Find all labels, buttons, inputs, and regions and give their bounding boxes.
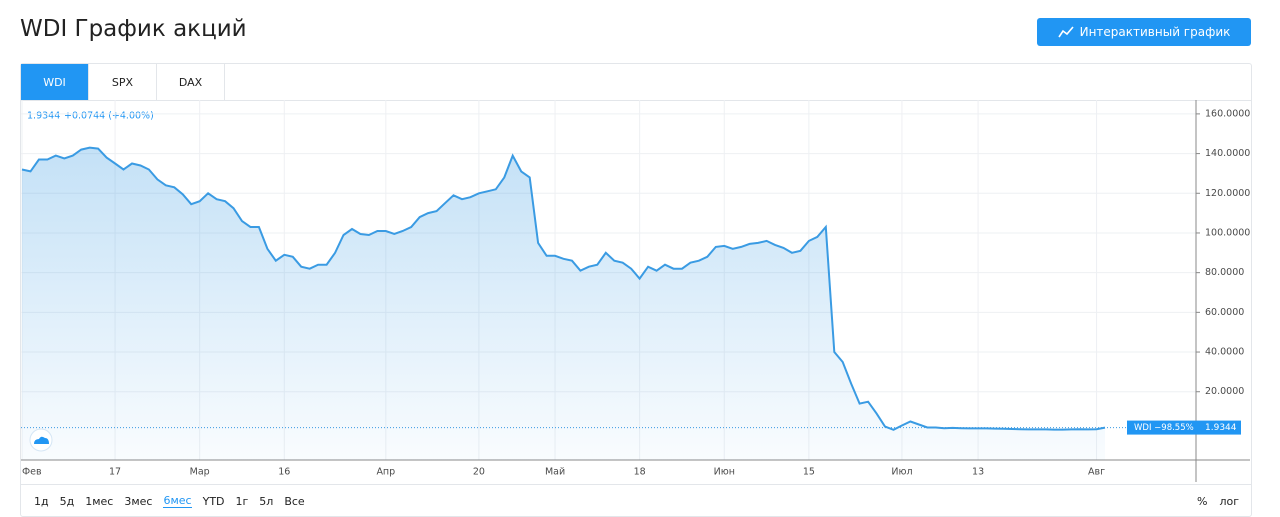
range-button[interactable]: 1г bbox=[235, 494, 249, 508]
y-tick-label: 140.0000 bbox=[1205, 148, 1250, 159]
range-button[interactable]: Все bbox=[284, 494, 305, 508]
price-tag-value: 1.9344 bbox=[1205, 423, 1237, 433]
interactive-button[interactable]: Интерактивный график bbox=[1037, 18, 1251, 46]
scale-option[interactable]: лог bbox=[1219, 494, 1239, 508]
area bbox=[22, 147, 1105, 460]
tab[interactable]: WDI bbox=[21, 64, 89, 100]
y-tick-label: 20.0000 bbox=[1205, 386, 1244, 397]
x-tick-label: 18 bbox=[634, 467, 646, 478]
quote-price: 1.9344 bbox=[27, 111, 60, 122]
range-button[interactable]: YTD bbox=[202, 494, 225, 508]
page-title: WDI График акций bbox=[20, 16, 247, 42]
button-label: Интерактивный график bbox=[1079, 25, 1231, 39]
chart-icon bbox=[1057, 26, 1074, 38]
scale-options: % лог bbox=[1197, 495, 1239, 508]
x-tick-label: Авг bbox=[1088, 467, 1105, 478]
range-button[interactable]: 1мес bbox=[85, 494, 114, 508]
x-tick-label: 16 bbox=[278, 467, 290, 478]
range-button[interactable]: 6мес bbox=[163, 494, 192, 508]
y-tick-label: 80.0000 bbox=[1205, 267, 1244, 278]
y-tick-label: 40.0000 bbox=[1205, 347, 1244, 358]
x-tick-label: Апр bbox=[376, 467, 395, 478]
quote-change: +0.0744 (+4.00%) bbox=[64, 111, 154, 122]
line bbox=[21, 146, 1106, 431]
y-tick-label: 160.0000 bbox=[1205, 108, 1250, 119]
range-button[interactable]: 1д bbox=[34, 494, 49, 508]
chart-card: WDI SPX DAX 1д 5д 1мес 3мес 6мес YTD 1г 5л Все% лог bbox=[20, 63, 1252, 517]
x-tick-label: Июл bbox=[891, 467, 912, 478]
y-tick-label: 100.0000 bbox=[1205, 227, 1250, 238]
range-button[interactable]: 5д bbox=[59, 494, 75, 508]
tab-bar: WDI SPX DAX bbox=[21, 64, 1251, 101]
x-tick-label: Мар bbox=[190, 467, 210, 478]
y-tick-label: 120.0000 bbox=[1205, 188, 1250, 199]
x-tick-label: Май bbox=[545, 467, 565, 478]
x-tick-label: 20 bbox=[473, 467, 485, 478]
x-tick-label: 17 bbox=[109, 467, 121, 478]
range-bar: 1д 5д 1мес 3мес 6мес YTD 1г 5л Все% лог bbox=[21, 484, 1251, 517]
x-tick-label: Фев bbox=[22, 467, 42, 478]
x-tick-label: 13 bbox=[972, 467, 984, 478]
y-tick-label: 60.0000 bbox=[1205, 307, 1244, 318]
x-tick-label: Июн bbox=[714, 467, 735, 478]
tab[interactable]: SPX bbox=[89, 64, 157, 100]
price-tag-name: WDI −98.55% bbox=[1134, 423, 1194, 433]
tab[interactable]: DAX bbox=[157, 64, 225, 100]
range-button[interactable]: 3мес bbox=[124, 494, 153, 508]
x-tick-label: 15 bbox=[803, 467, 815, 478]
price-tag-bg bbox=[1127, 420, 1241, 435]
scale-option[interactable]: % bbox=[1197, 494, 1208, 508]
cloud-shape bbox=[34, 436, 49, 444]
range-button[interactable]: 5л bbox=[259, 494, 274, 508]
